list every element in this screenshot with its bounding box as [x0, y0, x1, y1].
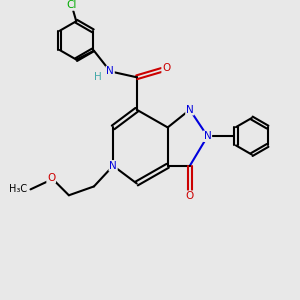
Text: Cl: Cl — [67, 0, 77, 10]
Text: O: O — [162, 63, 170, 74]
Text: N: N — [109, 161, 117, 171]
Text: O: O — [47, 172, 55, 183]
Text: N: N — [204, 131, 212, 141]
Text: N: N — [186, 105, 194, 115]
Text: N: N — [106, 66, 114, 76]
Text: H: H — [94, 72, 102, 82]
Text: O: O — [186, 191, 194, 201]
Text: H₃C: H₃C — [10, 184, 28, 194]
